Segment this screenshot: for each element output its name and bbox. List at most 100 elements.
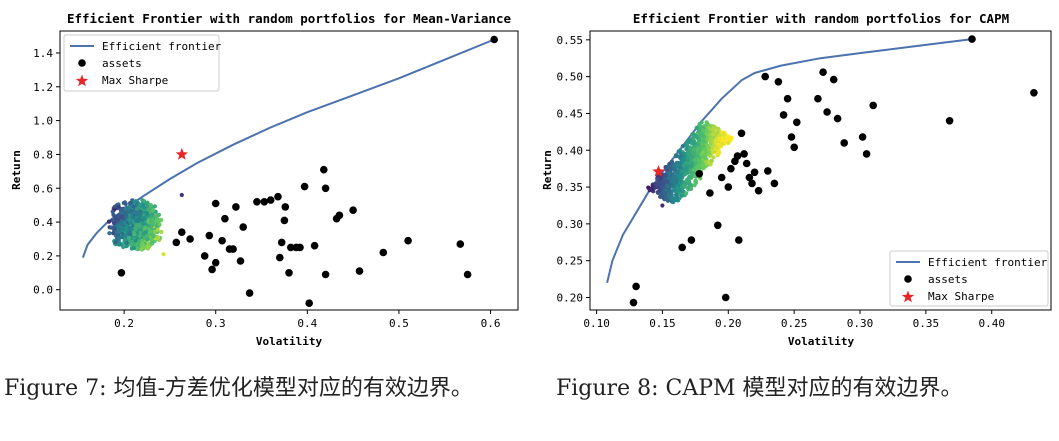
portfolio-point bbox=[674, 154, 679, 159]
asset-point bbox=[724, 183, 733, 191]
figure-7-caption: Figure 7: 均值-方差优化模型对应的有效边界。 bbox=[4, 376, 473, 401]
axis-ticks: 0.10 0.15 0.20 0.25 0.30 0.35 0.40 0.20 0.25 0.30… bbox=[557, 34, 1005, 330]
legend-label-frontier: Efficient frontier bbox=[102, 40, 222, 53]
portfolio-point bbox=[128, 220, 133, 225]
legend-label-frontier: Efficient frontier bbox=[928, 256, 1048, 269]
portfolio-point bbox=[697, 124, 703, 129]
asset-point bbox=[200, 252, 209, 260]
x-tick-label: 0.15 bbox=[649, 317, 676, 330]
asset-point bbox=[321, 270, 330, 279]
portfolio-point bbox=[156, 219, 161, 224]
portfolio-point bbox=[650, 188, 655, 193]
asset-point bbox=[236, 257, 245, 265]
portfolio-point bbox=[669, 159, 675, 164]
portfolio-point bbox=[699, 141, 705, 146]
portfolio-point bbox=[700, 128, 705, 133]
portfolio-point bbox=[726, 140, 731, 145]
portfolio-point bbox=[121, 241, 126, 246]
portfolio-point bbox=[696, 138, 702, 143]
legend-label-assets: assets bbox=[928, 273, 968, 286]
portfolio-point bbox=[668, 179, 674, 184]
portfolio-point bbox=[161, 252, 166, 257]
portfolio-point bbox=[685, 185, 691, 190]
asset-point bbox=[218, 236, 226, 245]
y-tick-label: 0.40 bbox=[557, 144, 584, 157]
portfolio-point bbox=[147, 223, 152, 228]
asset-point bbox=[945, 117, 954, 125]
portfolio-point bbox=[179, 192, 184, 198]
asset-point bbox=[862, 150, 871, 158]
asset-point bbox=[305, 299, 314, 308]
asset-point bbox=[253, 198, 261, 206]
x-tick-label: 0.30 bbox=[847, 317, 874, 330]
portfolio-point bbox=[133, 238, 138, 243]
asset-point bbox=[211, 258, 220, 267]
portfolio-point bbox=[128, 242, 134, 247]
asset-point bbox=[814, 94, 822, 103]
asset-point bbox=[858, 133, 867, 141]
portfolio-point bbox=[683, 172, 688, 177]
asset-point bbox=[750, 168, 759, 177]
portfolio-point bbox=[138, 212, 143, 217]
portfolio-point bbox=[116, 224, 121, 229]
y-tick-label: 0.8 bbox=[33, 148, 53, 161]
portfolio-point bbox=[131, 245, 137, 251]
portfolio-point bbox=[700, 150, 705, 155]
x-tick-label: 0.6 bbox=[481, 317, 501, 330]
figure-8-caption: Figure 8: CAPM 模型对应的有效边界。 bbox=[556, 376, 963, 401]
portfolio-point bbox=[680, 144, 685, 149]
portfolio-point bbox=[689, 186, 694, 191]
x-tick-label: 0.20 bbox=[715, 317, 742, 330]
asset-point bbox=[280, 216, 289, 225]
portfolio-point bbox=[150, 208, 155, 213]
portfolio-point bbox=[707, 150, 712, 155]
y-axis-label: Return bbox=[541, 150, 554, 190]
y-tick-label: 0.4 bbox=[33, 216, 53, 229]
portfolio-point bbox=[654, 183, 660, 188]
portfolio-point bbox=[112, 226, 117, 231]
asset-point bbox=[774, 78, 783, 86]
portfolio-point bbox=[688, 182, 693, 187]
asset-point bbox=[335, 211, 344, 220]
portfolio-point bbox=[696, 164, 701, 169]
y-tick-label: 1.4 bbox=[33, 47, 53, 60]
asset-point bbox=[245, 289, 254, 297]
asset-point bbox=[869, 101, 877, 110]
portfolio-point bbox=[694, 134, 699, 140]
portfolio-point bbox=[155, 227, 160, 232]
axis-ticks: 0.2 0.3 0.4 0.5 0.6 0.0 0.2 0.4 0.6 0.8 1.0 1.2 1.4 bbox=[33, 47, 500, 330]
portfolio-point bbox=[685, 164, 690, 169]
portfolio-point bbox=[713, 128, 718, 133]
asset-point bbox=[205, 231, 214, 240]
portfolio-point bbox=[691, 132, 696, 137]
asset-point bbox=[221, 214, 229, 223]
portfolio-point bbox=[124, 213, 129, 218]
portfolio-point bbox=[124, 225, 129, 230]
portfolio-point bbox=[705, 130, 710, 135]
portfolio-point bbox=[661, 179, 666, 184]
max-sharpe-marker bbox=[175, 147, 188, 160]
asset-point bbox=[379, 248, 388, 257]
portfolio-point bbox=[142, 205, 147, 210]
portfolio-point bbox=[684, 160, 689, 165]
asset-point bbox=[1030, 89, 1038, 97]
y-tick-label: 0.50 bbox=[557, 71, 584, 84]
y-tick-label: 0.20 bbox=[557, 291, 584, 304]
portfolio-point bbox=[686, 177, 691, 182]
asset-point bbox=[779, 111, 788, 119]
x-tick-label: 0.35 bbox=[913, 317, 940, 330]
portfolio-point bbox=[127, 231, 132, 236]
portfolio-point bbox=[705, 121, 710, 126]
asset-point bbox=[632, 282, 640, 291]
portfolio-point bbox=[659, 193, 664, 198]
y-tick-label: 0.2 bbox=[33, 250, 53, 263]
portfolio-point bbox=[144, 229, 149, 235]
portfolio-point bbox=[665, 198, 671, 203]
asset-point bbox=[735, 236, 743, 244]
portfolio-point bbox=[137, 202, 142, 207]
portfolio-point bbox=[142, 235, 147, 240]
portfolio-point bbox=[122, 238, 127, 243]
asset-point bbox=[490, 35, 499, 44]
asset-point bbox=[310, 241, 319, 250]
max-sharpe-marker bbox=[652, 165, 665, 177]
